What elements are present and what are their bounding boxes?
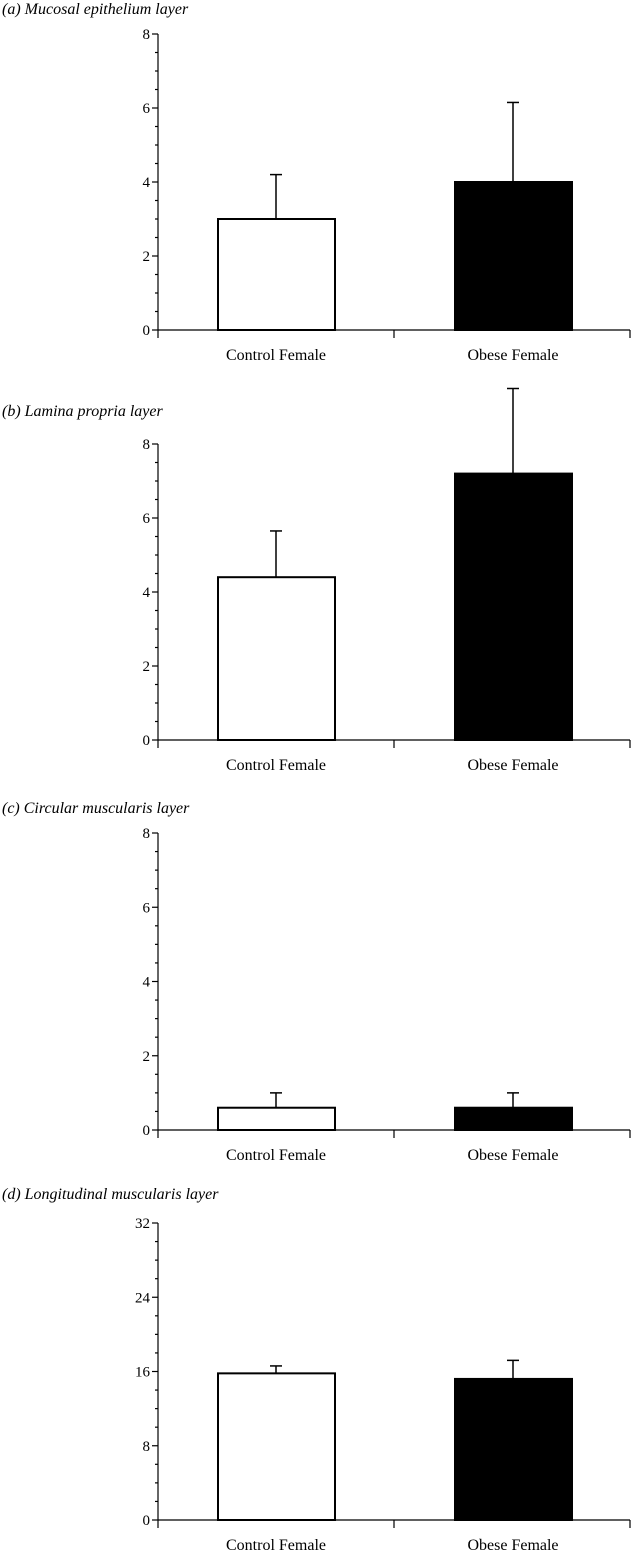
y-tick-label: 0 [143,1513,151,1529]
y-tick-label: 16 [135,1365,151,1381]
x-category-label: Control Female [226,757,326,774]
y-tick-label: 4 [143,975,151,991]
chart-panel-1: (a) Mucosal epithelium layer 0 2 4 6 8 Control… [2,1,631,364]
chart-panel-2: (b) Lamina propria layer 0 2 4 6 8 Control Fem… [2,387,631,774]
bar-obese-female [454,472,573,741]
y-tick-label: 2 [143,249,151,265]
y-tick-label: 8 [143,1439,151,1455]
y-tick-label: 4 [143,175,151,191]
y-tick-label: 4 [143,585,151,601]
x-category-label: Control Female [226,1537,326,1552]
chart-panel-3: (c) Circular muscularis layer 0 2 4 6 8 Contro… [2,800,631,1164]
bar-obese-female [454,1106,573,1131]
x-category-label: Obese Female [467,1537,558,1552]
bar-obese-female [454,1377,573,1522]
y-tick-label: 6 [143,511,151,527]
x-category-label: Obese Female [467,347,558,364]
bar-control-female [217,1106,336,1131]
x-category-label: Obese Female [467,757,558,774]
y-tick-label: 0 [143,733,151,749]
y-tick-label: 2 [143,1049,151,1065]
x-category-label: Obese Female [467,1147,558,1164]
bar-control-female [217,218,336,331]
y-tick-label: 2 [143,659,151,675]
chart-title: (b) Lamina propria layer [2,403,164,420]
chart-title: (d) Longitudinal muscularis layer [2,1186,219,1203]
y-tick-label: 0 [143,1123,151,1139]
chart-title: (c) Circular muscularis layer [2,800,190,817]
y-tick-label: 8 [143,27,151,43]
bar-obese-female [454,181,573,331]
bar-control-female [217,1372,336,1521]
y-tick-label: 8 [143,437,151,453]
y-tick-label: 8 [143,826,151,842]
y-tick-label: 6 [143,101,151,117]
x-category-label: Control Female [226,347,326,364]
y-tick-label: 0 [143,323,151,339]
chart-title: (a) Mucosal epithelium layer [2,1,189,18]
y-tick-label: 6 [143,900,151,916]
bar-control-female [217,576,336,742]
y-tick-label: 24 [135,1290,151,1306]
y-tick-label: 32 [135,1216,150,1232]
chart-panel-4: (d) Longitudinal muscularis layer 0 8 16 24 3… [2,1186,631,1552]
x-category-label: Control Female [226,1147,326,1164]
